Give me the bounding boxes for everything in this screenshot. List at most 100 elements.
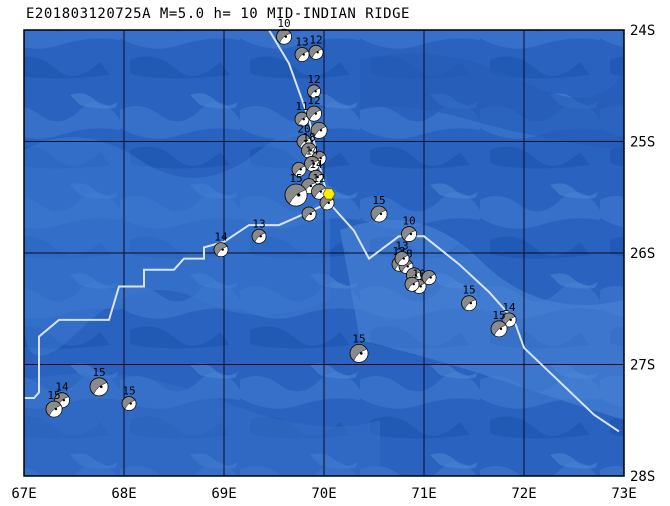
event-depth-label: 13 [295, 36, 308, 49]
focal-mechanism[interactable]: 14 [304, 144, 320, 172]
beachball-dilatational [48, 404, 63, 418]
event-depth-label: 14 [214, 231, 228, 244]
event-depth-label: 12 [307, 94, 320, 107]
focal-mechanism[interactable]: 15 [121, 385, 137, 411]
beachball-dilatational [322, 199, 335, 211]
event-depth-label: 14 [55, 381, 69, 394]
beachball-dilatational [289, 189, 308, 207]
focal-mechanism[interactable]: 18 [301, 131, 317, 159]
focal-mechanism[interactable] [310, 121, 328, 139]
beachball-axis-dot [62, 398, 66, 402]
beachball-axis-dot [297, 193, 301, 197]
focal-mechanism[interactable]: 15 [89, 366, 109, 397]
event-depth-label: 15 [462, 284, 475, 297]
beachball-dilatational [254, 232, 267, 244]
beachball-dilatational [279, 32, 292, 45]
beachball-dilatational [124, 399, 137, 411]
event-depth-label: 10 [402, 215, 415, 228]
lon-tick-label: 69E [211, 486, 236, 502]
axis-tick-labels: 67E 68E 69E 70E 71E 72E 73E 24S 25S 26S 27S 28S [11, 23, 655, 502]
event-depth-label: 18 [302, 131, 315, 144]
focal-mechanism[interactable] [404, 276, 420, 292]
beachball-dilatational [216, 245, 229, 257]
event-depth-label: 14 [309, 158, 323, 171]
focal-mechanism[interactable]: 14 [213, 231, 229, 258]
beachball-axis-dot [469, 301, 473, 305]
focal-mechanism[interactable]: 12 [307, 73, 321, 99]
beachball-dilatational [424, 273, 437, 285]
event-depth-label: 15 [372, 194, 385, 207]
beachball-axis-dot [314, 90, 317, 93]
focal-mechanism[interactable]: 13 [394, 240, 410, 266]
focal-mechanism[interactable]: 15 [370, 194, 388, 223]
beachball-axis-dot [319, 190, 323, 193]
beachball-axis-dot [379, 212, 383, 216]
event-depth-label: 12 [307, 73, 320, 86]
beachball-axis-dot [309, 212, 312, 216]
focal-mechanism[interactable] [291, 161, 307, 177]
event-depth-label: 15 [47, 389, 60, 402]
beachball-axis-dot [221, 248, 224, 251]
event-depth-label: 10 [277, 17, 290, 30]
lon-tick-label: 70E [311, 486, 336, 502]
beachball-dilatational [297, 50, 310, 62]
event-depth-label: 15 [122, 385, 135, 398]
beachball-axis-dot [316, 175, 319, 179]
event-depth-label: 13 [395, 240, 408, 253]
beachball-dilatational [307, 159, 320, 172]
focal-mechanism[interactable]: 11 [294, 100, 310, 127]
focal-mechanism[interactable]: 15 [461, 284, 477, 312]
beachball-axis-dot [406, 265, 409, 268]
beachball-axis-dot [312, 162, 316, 165]
beachball-dilatational [373, 209, 388, 223]
focal-mechanism[interactable] [421, 270, 437, 285]
epicenter-hexagon [322, 188, 336, 200]
beachball-dilatational [304, 210, 317, 222]
focal-mechanism[interactable]: 13 [294, 36, 310, 62]
beachball-dilatational [297, 115, 310, 127]
event-depth-label: 12 [312, 172, 325, 185]
lon-tick-label: 73E [611, 486, 636, 502]
focal-mechanism[interactable]: 13 [251, 217, 267, 244]
lon-tick-label: 72E [511, 486, 536, 502]
focal-mechanism[interactable]: 15 [490, 309, 508, 338]
event-depth-label: 15 [352, 332, 365, 345]
focal-mechanism[interactable]: 15 [45, 389, 63, 418]
beachball-dilatational [93, 382, 109, 397]
beachball-axis-dot [259, 235, 262, 238]
focal-mechanism[interactable]: 15 [284, 172, 308, 207]
focal-mechanism[interactable]: 15 [349, 332, 369, 363]
beachball-dilatational [464, 299, 477, 311]
beachball-dilatational [414, 282, 427, 294]
focal-mechanism[interactable]: 10 [276, 17, 292, 45]
event-depth-label: 15 [289, 172, 302, 185]
beachball-dilatational [353, 348, 369, 363]
beachball-axis-dot [129, 402, 132, 405]
focal-mechanism[interactable]: 14 [308, 158, 324, 185]
focal-mechanism[interactable]: 12 [308, 33, 324, 60]
beachball-axis-dot [99, 385, 103, 389]
event-depth-label: 14 [305, 144, 319, 157]
focal-mechanism[interactable]: 14 [501, 301, 517, 328]
beachball-axis-dot [314, 112, 318, 115]
map-title: E201803120725A M=5.0 h= 10 MID-INDIAN RI… [26, 6, 410, 22]
plate-boundary-west [24, 201, 330, 399]
beachball-axis-dot [509, 318, 512, 322]
beachball-axis-dot [412, 283, 415, 286]
event-depth-label: 15 [92, 366, 105, 379]
focal-mechanism[interactable] [301, 206, 317, 222]
beachball-dilatational [311, 48, 324, 60]
focal-mechanism[interactable]: 10 [401, 215, 417, 242]
beachball-axis-dot [319, 129, 323, 132]
beachball-axis-dot [359, 352, 363, 355]
focal-mechanisms: 1013121211122018141412151510131412181310… [45, 17, 517, 418]
beachball-axis-dot [302, 53, 305, 56]
event-depth-label: 15 [492, 309, 505, 322]
beachball-axis-dot [299, 168, 302, 171]
beachball-axis-dot [402, 257, 405, 260]
beachball-axis-dot [327, 201, 330, 205]
event-depth-label: 14 [502, 301, 516, 314]
focal-mechanism[interactable]: 12 [306, 94, 322, 122]
lat-tick-label: 27S [630, 358, 655, 374]
